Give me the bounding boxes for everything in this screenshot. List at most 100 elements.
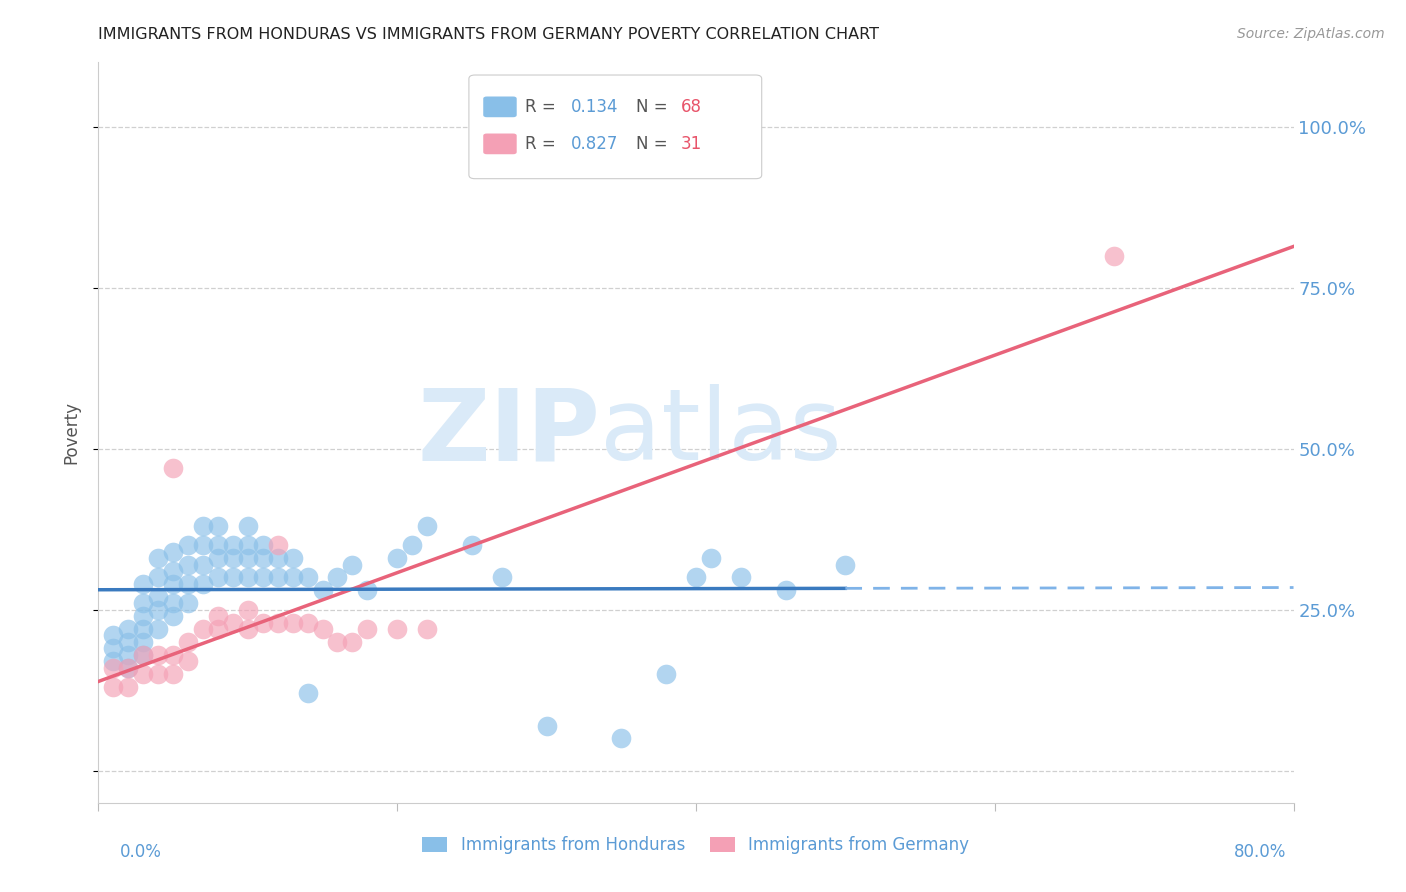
Point xyxy=(177,635,200,649)
Point xyxy=(191,622,214,636)
Point xyxy=(461,538,484,552)
Point xyxy=(162,577,184,591)
Point xyxy=(117,635,139,649)
Point xyxy=(103,660,125,674)
Point xyxy=(326,635,349,649)
Point xyxy=(610,731,633,746)
Point xyxy=(103,641,125,656)
Point xyxy=(356,583,378,598)
Point xyxy=(132,577,155,591)
Point xyxy=(132,635,155,649)
Point xyxy=(117,648,139,662)
Point xyxy=(177,654,200,668)
FancyBboxPatch shape xyxy=(470,75,762,178)
Point xyxy=(222,538,245,552)
Point xyxy=(236,570,259,584)
Point xyxy=(148,570,170,584)
Point xyxy=(191,538,214,552)
FancyBboxPatch shape xyxy=(484,96,517,117)
Point xyxy=(311,583,333,598)
Text: 0.134: 0.134 xyxy=(571,98,619,116)
Point xyxy=(207,570,229,584)
Point xyxy=(191,577,214,591)
Point xyxy=(117,680,139,694)
Point xyxy=(655,667,678,681)
Point xyxy=(834,558,856,572)
Point xyxy=(162,564,184,578)
Text: 31: 31 xyxy=(681,135,702,153)
Point xyxy=(297,570,319,584)
Text: 80.0%: 80.0% xyxy=(1234,843,1286,861)
Text: R =: R = xyxy=(524,135,561,153)
Point xyxy=(252,570,274,584)
Text: N =: N = xyxy=(636,135,673,153)
Point xyxy=(267,570,290,584)
Point xyxy=(1104,249,1126,263)
Point xyxy=(267,615,290,630)
Y-axis label: Poverty: Poverty xyxy=(62,401,80,464)
Point xyxy=(117,622,139,636)
Point xyxy=(281,551,304,566)
Point xyxy=(297,686,319,700)
Point xyxy=(162,609,184,624)
Point xyxy=(342,635,364,649)
Point xyxy=(207,538,229,552)
Point xyxy=(132,648,155,662)
Point xyxy=(222,615,245,630)
Point xyxy=(342,558,364,572)
Point xyxy=(103,654,125,668)
Point xyxy=(700,551,723,566)
Point xyxy=(132,648,155,662)
Point xyxy=(177,538,200,552)
Point xyxy=(416,519,439,533)
Point xyxy=(191,519,214,533)
Point xyxy=(117,660,139,674)
Point xyxy=(236,538,259,552)
Text: Source: ZipAtlas.com: Source: ZipAtlas.com xyxy=(1237,27,1385,41)
Point xyxy=(311,622,333,636)
Point xyxy=(148,590,170,604)
Text: IMMIGRANTS FROM HONDURAS VS IMMIGRANTS FROM GERMANY POVERTY CORRELATION CHART: IMMIGRANTS FROM HONDURAS VS IMMIGRANTS F… xyxy=(98,27,879,42)
Point xyxy=(177,596,200,610)
Point xyxy=(103,628,125,642)
Point xyxy=(236,622,259,636)
Point xyxy=(326,570,349,584)
Point xyxy=(148,551,170,566)
Point xyxy=(297,615,319,630)
FancyBboxPatch shape xyxy=(484,134,517,154)
Point xyxy=(536,718,558,732)
Point xyxy=(281,570,304,584)
Point xyxy=(252,615,274,630)
Point xyxy=(148,622,170,636)
Point xyxy=(132,609,155,624)
Point xyxy=(385,622,409,636)
Text: 0.0%: 0.0% xyxy=(120,843,162,861)
Point xyxy=(117,660,139,674)
Point xyxy=(252,538,274,552)
Point xyxy=(191,558,214,572)
Point xyxy=(491,570,513,584)
Point xyxy=(207,622,229,636)
Point xyxy=(162,596,184,610)
Point xyxy=(177,558,200,572)
Point xyxy=(730,570,752,584)
Point xyxy=(177,577,200,591)
Text: atlas: atlas xyxy=(600,384,842,481)
Point xyxy=(252,551,274,566)
Point xyxy=(267,538,290,552)
Point xyxy=(207,609,229,624)
Text: N =: N = xyxy=(636,98,673,116)
Point xyxy=(148,602,170,616)
Point xyxy=(162,667,184,681)
Point xyxy=(281,615,304,630)
Point xyxy=(162,545,184,559)
Point xyxy=(222,551,245,566)
Point xyxy=(162,461,184,475)
Point xyxy=(148,648,170,662)
Point xyxy=(207,519,229,533)
Point xyxy=(236,519,259,533)
Point xyxy=(207,551,229,566)
Text: R =: R = xyxy=(524,98,561,116)
Point xyxy=(267,551,290,566)
Text: 68: 68 xyxy=(681,98,702,116)
